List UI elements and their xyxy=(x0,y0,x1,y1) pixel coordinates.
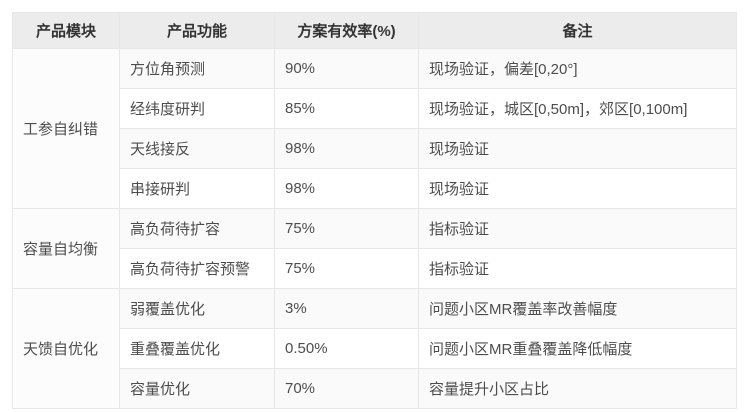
rate-cell: 75% xyxy=(274,208,419,249)
function-cell: 天线接反 xyxy=(119,128,275,169)
remark-cell: 指标验证 xyxy=(418,208,737,249)
rate-cell: 75% xyxy=(274,248,419,289)
remark-cell: 指标验证 xyxy=(418,248,737,289)
table-row: 串接研判 98% 现场验证 xyxy=(13,168,737,209)
function-cell: 弱覆盖优化 xyxy=(119,288,275,329)
function-cell: 重叠覆盖优化 xyxy=(119,328,275,369)
rate-cell: 3% xyxy=(274,288,419,329)
remark-cell: 现场验证 xyxy=(418,168,737,209)
table-row: 天线接反 98% 现场验证 xyxy=(13,128,737,169)
header-product-module: 产品模块 xyxy=(12,12,120,49)
function-cell: 串接研判 xyxy=(119,168,275,209)
function-cell: 经纬度研判 xyxy=(119,88,275,129)
header-product-function: 产品功能 xyxy=(119,12,275,49)
remark-cell: 容量提升小区占比 xyxy=(418,368,737,409)
function-cell: 容量优化 xyxy=(119,368,275,409)
function-cell: 高负荷待扩容 xyxy=(119,208,275,249)
table-row: 经纬度研判 85% 现场验证，城区[0,50m]，郊区[0,100m] xyxy=(13,88,737,129)
table-row: 天馈自优化 弱覆盖优化 3% 问题小区MR覆盖率改善幅度 xyxy=(12,288,737,409)
table-row: 高负荷待扩容预警 75% 指标验证 xyxy=(13,248,737,289)
module-cell: 工参自纠错 xyxy=(12,48,120,209)
remark-cell: 问题小区MR重叠覆盖降低幅度 xyxy=(418,328,737,369)
module-cell: 天馈自优化 xyxy=(12,288,120,409)
table-row: 容量优化 70% 容量提升小区占比 xyxy=(13,368,737,409)
function-cell: 高负荷待扩容预警 xyxy=(119,248,275,289)
product-effectiveness-table: 产品模块 产品功能 方案有效率(%) 备注 工参自纠错 方位角预测 90% 现场验证，… xyxy=(12,12,737,409)
rate-cell: 90% xyxy=(274,48,419,89)
header-row: 产品模块 产品功能 方案有效率(%) 备注 xyxy=(12,12,737,49)
header-remark: 备注 xyxy=(418,12,737,49)
table-row: 容量自均衡 高负荷待扩容 75% 指标验证 xyxy=(12,208,737,289)
remark-cell: 现场验证 xyxy=(418,128,737,169)
header-effectiveness-rate: 方案有效率(%) xyxy=(274,12,419,49)
module-cell: 容量自均衡 xyxy=(12,208,120,289)
table-header: 产品模块 产品功能 方案有效率(%) 备注 xyxy=(12,12,737,49)
rate-cell: 98% xyxy=(274,168,419,209)
table-row: 工参自纠错 方位角预测 90% 现场验证，偏差[0,20°] xyxy=(12,48,737,209)
rate-cell: 70% xyxy=(274,368,419,409)
table-body: 工参自纠错 方位角预测 90% 现场验证，偏差[0,20°] 经纬度研判 85% 现场验证，… xyxy=(12,48,737,409)
rate-cell: 85% xyxy=(274,88,419,129)
remark-cell: 现场验证，城区[0,50m]，郊区[0,100m] xyxy=(418,88,737,129)
table-row: 重叠覆盖优化 0.50% 问题小区MR重叠覆盖降低幅度 xyxy=(13,328,737,369)
rate-cell: 98% xyxy=(274,128,419,169)
rate-cell: 0.50% xyxy=(274,328,419,369)
remark-cell: 现场验证，偏差[0,20°] xyxy=(418,48,737,89)
remark-cell: 问题小区MR覆盖率改善幅度 xyxy=(418,288,737,329)
function-cell: 方位角预测 xyxy=(119,48,275,89)
